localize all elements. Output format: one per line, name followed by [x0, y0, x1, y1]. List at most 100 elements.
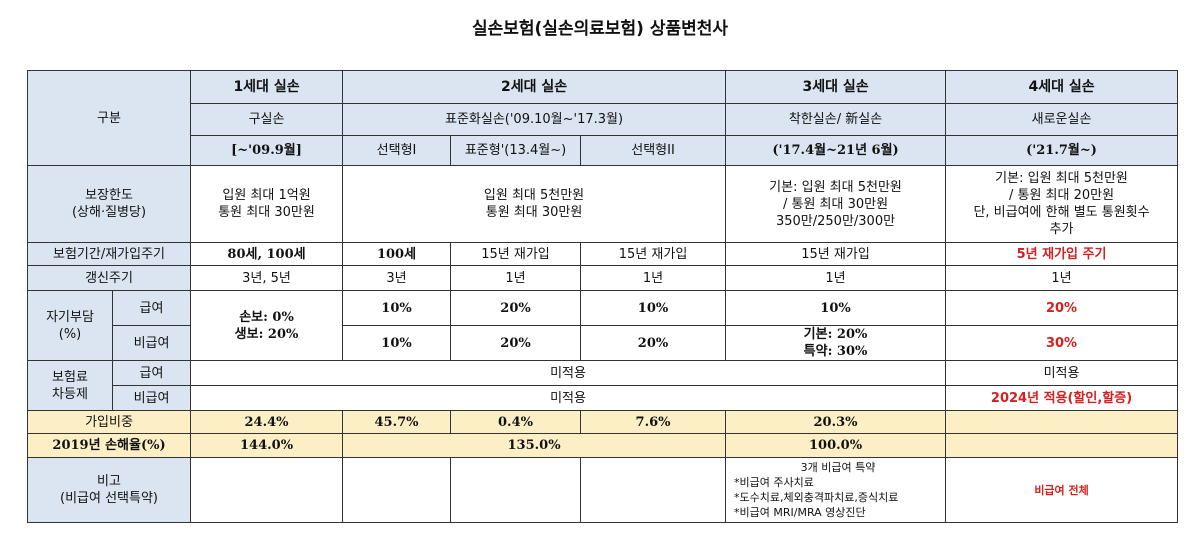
table-cell: 미적용: [945, 360, 1179, 386]
table-cell: 새로운실손: [945, 103, 1179, 136]
cell-text: 보장한도: [85, 188, 133, 203]
cell-text: 입원 최대 5천만원: [483, 188, 585, 203]
table-cell: 미적용: [190, 360, 947, 386]
table-row: [~'09.9월] 선택형Ⅰ 표준형'(13.4월~) 선택형II ('17.4월~21…: [28, 135, 1179, 166]
cell-text: 기본: 20%: [803, 327, 868, 342]
cell-text: 30%: [1045, 335, 1078, 351]
cell-text: 10%: [381, 335, 412, 351]
table-cell: 1년: [450, 265, 582, 291]
table-cell: 비급여: [111, 385, 192, 411]
cell-text: 350만/250만/300만: [775, 213, 896, 229]
cell-text: 입원 최대 1억원: [222, 188, 311, 203]
table-row: 가입비중 24.4% 45.7% 0.4% 7.6% 20.3%: [26, 410, 1179, 434]
cell-text: 특약: 30%: [803, 344, 868, 359]
table-row: 비급여 미적용 2024년 적용(할인,할증): [28, 385, 1179, 411]
cell-text: 급여: [139, 300, 164, 316]
cell-text: 1년: [825, 270, 846, 286]
table-cell: 2024년 적용(할인,할증): [945, 385, 1179, 411]
table-cell: 보장한도 (상해·질병당): [26, 165, 192, 243]
cell-text: 착한실손/ 新실손: [788, 112, 883, 127]
table-cell: [190, 457, 344, 523]
cell-text: 비고: [97, 474, 121, 489]
cell-text: 새로운실손: [1031, 112, 1092, 127]
table-cell: 10%: [342, 290, 452, 326]
cell-text: 10%: [637, 300, 669, 316]
table-cell: 4세대 실손: [945, 70, 1179, 104]
cell-text: 미적용: [550, 390, 586, 406]
table-cell: 20%: [945, 290, 1179, 326]
cell-text: (비급여 선택특약): [60, 491, 158, 506]
cell-text: 선택형II: [631, 143, 675, 158]
cell-text: 표준화실손('09.10월~'17.3월): [444, 112, 624, 127]
cell-text: 15년 재가입: [618, 246, 688, 262]
cell-text: 4세대 실손: [1028, 78, 1095, 95]
table-cell: 가입비중: [26, 410, 192, 434]
cell-text: 20%: [1045, 300, 1078, 316]
table-row: 갱신주기 3년, 5년 3년 1년 1년 1년 1년: [26, 265, 1179, 291]
cell-text: 20%: [500, 300, 531, 316]
cell-text: 차등제: [52, 386, 88, 402]
table-cell: 착한실손/ 新실손: [725, 103, 947, 136]
cell-text: 비급여 전체: [1034, 483, 1089, 497]
cell-text: (상해·질병당): [71, 205, 147, 220]
cell-text: 미적용: [1043, 365, 1080, 381]
table-cell: 24.4%: [190, 410, 344, 434]
cell-text: 144.0%: [239, 438, 294, 453]
table-cell: 기본: 입원 최대 5천만원 / 통원 최대 20만원 단, 비급여에 한해 별도 …: [945, 165, 1179, 243]
table-row: 자기부담 (%) 급여 손보: 0% 생보: 20% 10% 20% 10% 10% 20%: [27, 290, 1179, 361]
table-cell: 10%: [342, 325, 452, 361]
cell-text: 보험료: [52, 369, 88, 385]
cell-text: 20.3%: [813, 414, 858, 430]
cell-text: 3년, 5년: [242, 270, 291, 286]
cell-text: 추가: [1049, 222, 1074, 237]
table-cell: ('21.7월~): [945, 135, 1179, 166]
table-cell: [~'09.9월]: [190, 135, 344, 166]
table-cell: 15년 재가입: [725, 242, 947, 266]
table-cell: 구분: [26, 70, 192, 166]
cell-text: 비급여: [133, 390, 170, 406]
table-row: 2019년 손해율(%) 144.0% 135.0% 100.0%: [26, 433, 1179, 458]
cell-text: 구분: [97, 110, 121, 126]
cell-text: 비급여: [133, 335, 170, 351]
table-cell: 1년: [580, 265, 727, 291]
table-cell: 20%: [450, 290, 582, 326]
cell-text: / 통원 최대 30만원: [782, 196, 889, 212]
table-cell: 5년 재가입 주기: [945, 242, 1179, 266]
cell-text: 2019년 손해율(%): [52, 438, 166, 453]
cell-text: 80세, 100세: [227, 246, 306, 262]
table-cell: 10%: [725, 290, 947, 326]
table-cell: 자기부담 (%): [27, 290, 113, 361]
table-cell: 3세대 실손: [725, 70, 947, 104]
table-cell: 비급여 전체: [945, 457, 1179, 523]
table-cell: [580, 457, 727, 523]
table-cell: 1년: [945, 265, 1179, 291]
cell-text: 7.6%: [635, 414, 671, 430]
cell-text: [~'09.9월]: [231, 143, 302, 158]
cell-text: 2세대 실손: [500, 78, 568, 95]
cell-text: 보험기간/재가입주기: [52, 246, 166, 262]
table-cell: 100세: [342, 242, 452, 266]
table-cell: 손보: 0% 생보: 20%: [190, 290, 344, 361]
page-title: 실손보험(실손의료보험) 상품변천사: [471, 19, 729, 39]
table-cell: 미적용: [190, 385, 947, 411]
table-cell: 급여: [111, 360, 192, 386]
cell-text: (%): [58, 326, 82, 342]
cell-text: 생보: 20%: [234, 326, 299, 342]
table-cell: 20%: [450, 325, 582, 361]
cell-text: 기본: 입원 최대 5천만원: [995, 171, 1128, 186]
cell-text: 0.4%: [498, 414, 533, 430]
cell-text: ('17.4월~21년 6월): [772, 143, 899, 158]
table-row: 보험료 차등제 급여 미적용 미적용: [27, 360, 1179, 411]
table-cell: 입원 최대 1억원 통원 최대 30만원: [190, 165, 344, 243]
cell-text: 100세: [376, 246, 417, 262]
cell-text: 15년 재가입: [801, 246, 870, 262]
table-cell: 급여: [111, 290, 192, 326]
table-cell: 선택형II: [580, 135, 727, 166]
cell-text: 갱신주기: [85, 270, 133, 286]
table-cell: 선택형Ⅰ: [342, 135, 452, 166]
table-row: 구실손 표준화실손('09.10월~'17.3월) 착한실손/ 新실손 새로운실손: [28, 103, 1179, 136]
cell-text: 10%: [381, 300, 412, 316]
table-cell: 비고 (비급여 선택특약): [26, 457, 192, 523]
table-cell: 2세대 실손: [342, 70, 727, 104]
